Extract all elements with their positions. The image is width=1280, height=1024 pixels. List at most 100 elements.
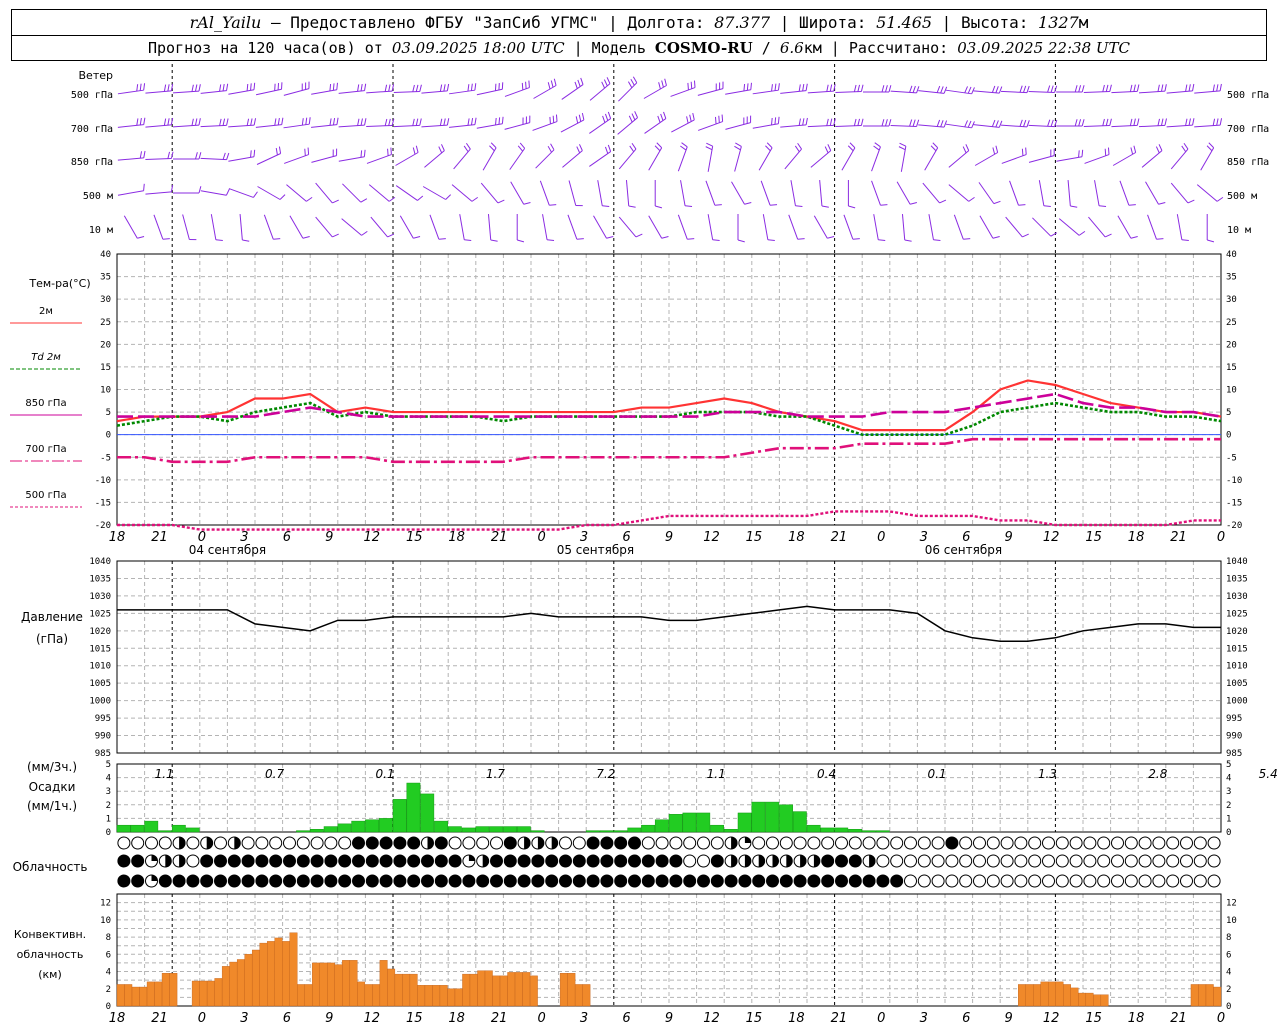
wind-barb (618, 216, 643, 238)
cloud-circle (145, 836, 158, 850)
cloud-circle (490, 854, 503, 868)
wind-barb-feather (194, 118, 198, 126)
wind-barb (424, 144, 445, 168)
cloud-circle (586, 874, 600, 888)
wind-barb-feather (1181, 145, 1187, 153)
wind-barb-staff (560, 119, 585, 133)
wind-barb-feather (1216, 84, 1219, 92)
conv-bar (131, 986, 140, 1007)
cloud-circle (476, 836, 490, 850)
wind-barb-feather (603, 79, 608, 87)
wind-barb-feather (1102, 118, 1105, 126)
wind-barb-feather (1105, 118, 1109, 126)
cloud-circle (503, 874, 517, 888)
wind-barb-feather (139, 118, 142, 126)
cloud-circle (338, 836, 352, 850)
wind-barb-feather (136, 118, 139, 126)
cloud-circle (1152, 836, 1166, 850)
wind-barb (342, 183, 368, 203)
cloud-circle (738, 874, 752, 888)
wind-barb-feather (388, 84, 391, 92)
wind-barb-staff (813, 215, 828, 239)
conv-bar (387, 968, 396, 1007)
conv-bar (1040, 981, 1049, 1007)
cloud-circle (241, 836, 255, 850)
wind-barb-feather (464, 239, 472, 241)
wind-barb (172, 118, 201, 128)
cloud-symbol (641, 874, 655, 888)
cloud-symbol (1207, 874, 1221, 888)
wind-barb (752, 116, 780, 129)
wind-barb-feather (771, 117, 773, 126)
cloud-circle (310, 854, 324, 868)
wind-barb-staff (123, 215, 138, 239)
cloud-circle (117, 874, 131, 888)
bottom-axis-hour-label: 15 (406, 1011, 423, 1024)
wind-barb-staff (698, 121, 723, 131)
wind-barb-staff (311, 89, 337, 95)
wind-barb-feather (826, 84, 829, 92)
wind-barb (835, 118, 864, 127)
wind-barb (532, 114, 558, 131)
wind-barb (589, 111, 612, 134)
cloud-circle (448, 874, 462, 888)
wind-barb-feather (387, 233, 395, 238)
wind-barb-staff (1111, 90, 1138, 94)
wind-barb-feather (391, 84, 395, 92)
wind-barb-feather (1188, 84, 1191, 92)
cloud-panel-title: Облачность (13, 860, 88, 874)
cloud-circle (614, 854, 628, 868)
wind-barb-feather (517, 239, 525, 243)
pressure-tick-left: 1025 (89, 609, 111, 619)
model-name: COSMO-RU (654, 39, 753, 57)
cloud-symbol (1028, 874, 1042, 888)
wind-barb-feather (998, 120, 1003, 128)
conv-bar (1070, 987, 1079, 1007)
wind-barb-feather (833, 118, 836, 126)
conv-bar (514, 972, 523, 1007)
cloud-circle (848, 836, 862, 850)
pressure-tick-right: 1030 (1226, 592, 1248, 602)
wind-barb-feather (170, 83, 174, 91)
cloud-circle (545, 854, 559, 868)
wind-barb (504, 115, 531, 130)
conv-bar (1078, 992, 1087, 1007)
cloud-circle (462, 874, 476, 888)
cloud-symbol (1000, 854, 1014, 868)
temp-legend-label: 850 гПа (25, 398, 66, 409)
wind-barb-feather (689, 114, 692, 122)
wind-barb-feather (1102, 84, 1105, 92)
wind-barb-feather (332, 83, 335, 91)
wind-barb-staff (395, 152, 419, 166)
wind-barb-staff (421, 90, 448, 94)
precip-bar (627, 827, 642, 833)
wind-barb-feather (163, 118, 167, 126)
conv-bar (146, 981, 155, 1007)
wind-barb-feather (489, 145, 495, 152)
precip-bar (682, 812, 697, 833)
cloud-symbol (1097, 874, 1111, 888)
temp-series-line (116, 401, 1222, 436)
wind-barb-feather (273, 238, 281, 240)
wind-barb-staff (597, 180, 603, 206)
wind-barb (145, 117, 174, 128)
temp-tick-right: -10 (1226, 476, 1242, 486)
bottom-axis-hour-label: 21 (151, 1011, 168, 1024)
cloud-symbol (904, 836, 917, 850)
wind-barb-staff (1166, 124, 1193, 128)
wind-barb-feather (1105, 84, 1109, 92)
cloud-symbol (531, 874, 545, 888)
cloud-circle (945, 836, 959, 850)
cloud-circle (821, 854, 835, 868)
cloud-circle (779, 874, 793, 888)
cloud-symbol (600, 874, 614, 888)
wind-barb-feather (1219, 83, 1222, 91)
cloud-half (731, 837, 738, 849)
cloud-symbol (876, 874, 890, 888)
cloud-circle (186, 836, 200, 850)
wind-barb-staff (200, 124, 227, 128)
wind-barb-feather (681, 142, 688, 148)
cloud-circle (917, 874, 931, 888)
conv-bar (282, 941, 290, 1007)
wind-barb-staff (311, 124, 337, 128)
